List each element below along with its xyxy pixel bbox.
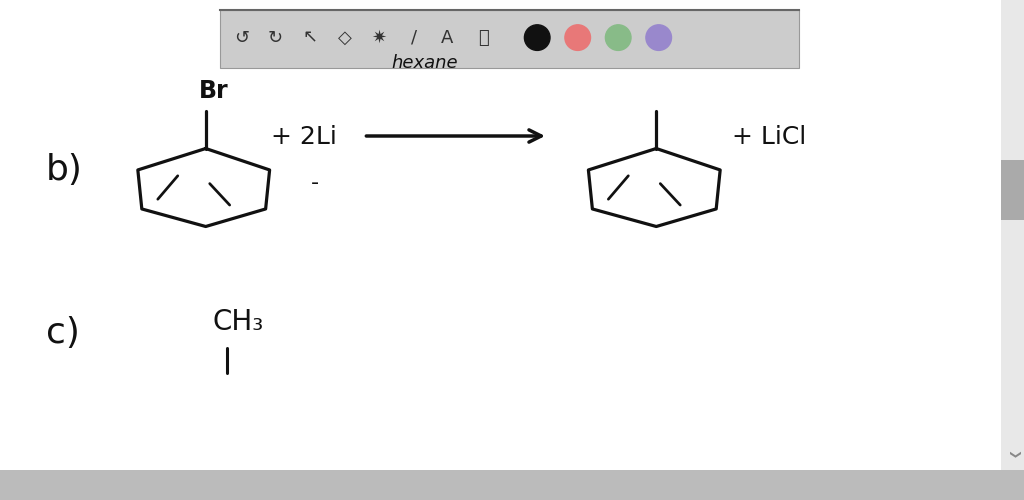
- Text: ✷: ✷: [372, 28, 387, 46]
- Text: + LiCl: + LiCl: [732, 126, 807, 150]
- Ellipse shape: [565, 25, 591, 50]
- Bar: [1001, 0, 1024, 470]
- Text: ↺: ↺: [234, 28, 250, 46]
- Text: /: /: [411, 28, 417, 46]
- Text: ❯: ❯: [1008, 450, 1018, 460]
- Text: b): b): [46, 153, 83, 187]
- Text: hexane: hexane: [391, 54, 459, 72]
- Ellipse shape: [646, 25, 672, 50]
- Text: ◇: ◇: [338, 28, 351, 46]
- Bar: [1001, 160, 1024, 220]
- Text: c): c): [46, 316, 80, 350]
- Text: ⬜: ⬜: [478, 28, 488, 46]
- Ellipse shape: [605, 25, 631, 50]
- Ellipse shape: [524, 25, 550, 50]
- Text: A: A: [441, 28, 454, 46]
- Text: ↻: ↻: [267, 28, 283, 46]
- Text: CH₃: CH₃: [213, 308, 264, 336]
- Text: ↖: ↖: [302, 28, 317, 46]
- Text: + 2Li: + 2Li: [271, 126, 337, 150]
- Bar: [220, 10, 799, 68]
- Bar: [0, 470, 1024, 500]
- Text: -: -: [311, 172, 319, 193]
- Text: Br: Br: [199, 78, 228, 102]
